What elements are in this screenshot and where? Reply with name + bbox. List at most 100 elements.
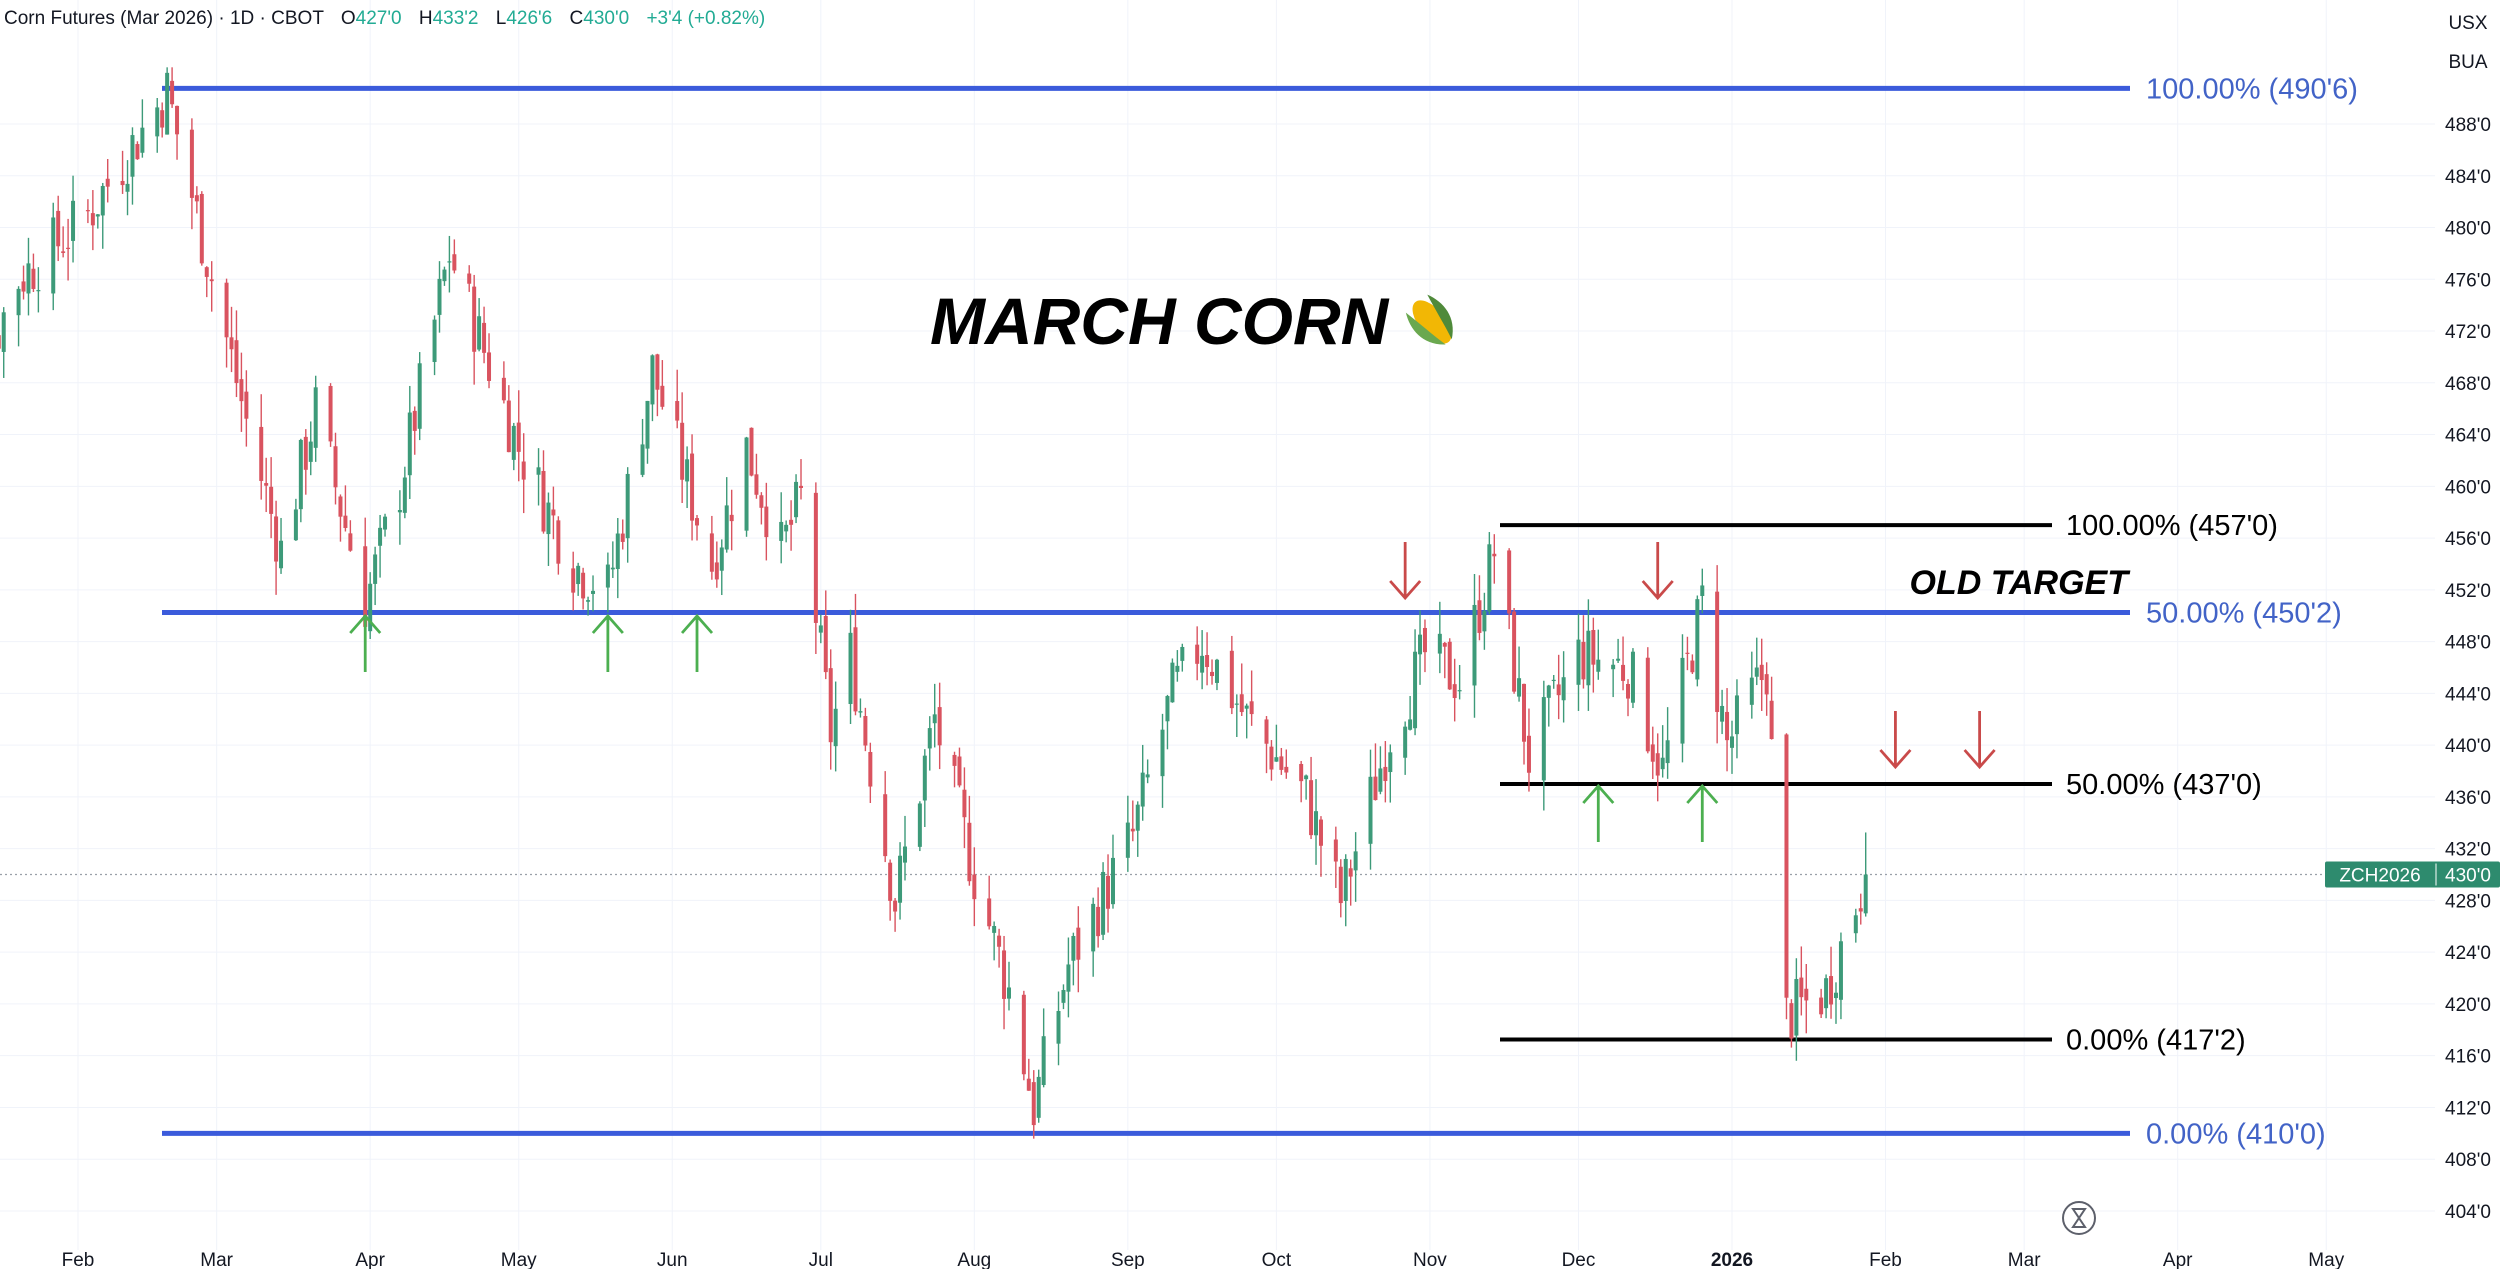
candle-body [1477,600,1482,633]
price-tick-label: 456'0 [2445,529,2491,550]
candle-body [992,926,997,933]
candle-body [279,540,284,569]
candle-body [26,263,31,294]
candle-body [1318,819,1323,846]
candle-body [1061,989,1066,1003]
candle-body [1279,756,1284,770]
candle-body [31,268,36,289]
candle-body [239,379,244,402]
candle-body [1200,655,1205,673]
price-unit: USX [2448,13,2487,34]
corn-icon [1405,294,1453,345]
candle-body [1175,665,1180,672]
candle-body [348,533,353,551]
candle-body [1715,591,1720,712]
candle-body [640,444,645,475]
candle-body [397,509,402,513]
candle-body [972,874,977,900]
time-tick-label: Sep [1111,1250,1145,1269]
candle-body [1026,1078,1031,1091]
time-tick-label: Nov [1413,1250,1447,1269]
candle-body [1526,735,1531,773]
candle-body [1076,927,1081,960]
candle-body [175,105,180,135]
interval-label[interactable]: 1D [229,8,255,29]
symbol-name[interactable]: Corn Futures (Mar 2026) [4,8,214,29]
corn-husk-right [1427,294,1453,340]
price-tick-label: 460'0 [2445,477,2491,498]
arrow-up-icon [1582,783,1615,842]
candle-body [1239,694,1244,713]
candle-body [437,278,442,315]
candle-body [1764,674,1769,695]
clock-icon-hourglass[interactable] [2071,1208,2087,1228]
time-tick-label: Oct [1262,1250,1292,1269]
time-axis[interactable]: Feb Mar Apr May Jun Jul Aug Sep Oct Nov Dec 2026 Feb… [62,1201,2345,1269]
candle-body [1333,839,1338,862]
candle-body [61,251,66,253]
price-axis[interactable]: USX BUA 488'0 484'0 480'0 476'0 472'0 468'0 464'… [2325,0,2500,1269]
candle-body [1269,746,1274,770]
time-tick-label: Jul [809,1250,833,1269]
candle-body [452,254,457,271]
price-tick-label: 488'0 [2445,115,2491,136]
candle-body [987,898,992,927]
open-label: O [340,8,356,29]
candle-body [155,107,160,137]
candle-body [789,519,794,525]
candle-body [521,461,526,480]
candle-body [610,567,615,570]
candle-body [160,110,165,128]
candle-body [105,178,110,187]
exchange-label: CBOT [271,8,324,29]
candle-body [1031,1082,1036,1126]
price-axis-bg [2440,0,2500,1269]
candle-body [794,481,799,518]
candle-body [1170,662,1175,703]
candle-body [1309,780,1314,836]
clock-icon[interactable] [2062,1201,2096,1235]
candle-body [754,474,759,495]
candle-body [1041,1036,1046,1086]
candle-body [714,562,719,580]
candle-body [432,319,437,362]
signal-arrows [349,542,1996,842]
candle-body [655,354,660,390]
candle-body [1655,753,1660,776]
candle-body [1244,705,1249,709]
candle-body [749,427,754,476]
candle-body [1165,696,1170,722]
candle-body [1314,811,1319,836]
candle-body [1804,988,1809,1001]
candle-body [680,422,685,480]
time-tick-label: Dec [1562,1250,1596,1269]
candle-body [1249,701,1254,715]
candle-body [135,144,140,160]
candle-body [1021,994,1026,1075]
candle-body [1838,941,1843,1000]
chart-title-annotation: MARCH CORN [930,284,1390,358]
candle-body [447,261,452,263]
candle-body [1690,660,1695,673]
time-tick-label: Jun [657,1250,688,1269]
candle-body [967,822,972,882]
candle-body [1006,987,1011,999]
last-price-value: 430'0 [2445,866,2491,887]
candle-body [927,728,932,749]
last-price-symbol: ZCH2026 [2339,866,2420,887]
candle-body [1457,690,1462,692]
candle-body [1408,719,1413,730]
candle-body [1749,677,1754,705]
price-tick-label: 420'0 [2445,995,2491,1016]
candle-body [759,495,764,508]
candle-body [1066,964,1071,992]
candle-body [1056,1011,1061,1044]
candle-body [120,180,125,186]
candle-body [234,340,239,384]
candle-body [383,516,388,530]
candle-body [402,477,407,513]
candle-body [1858,908,1863,912]
candle-body [467,273,472,284]
candle-body [962,789,967,818]
